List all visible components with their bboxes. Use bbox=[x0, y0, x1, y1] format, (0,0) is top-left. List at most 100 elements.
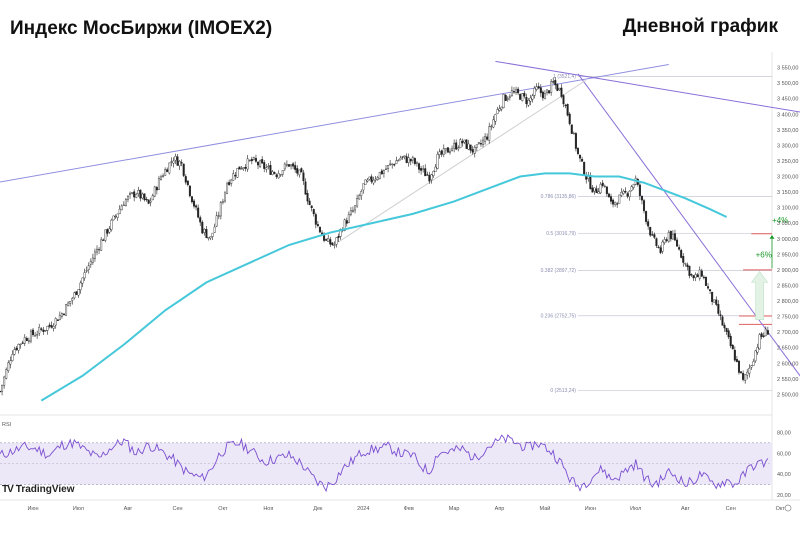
candle-body bbox=[285, 164, 288, 166]
candle-body bbox=[552, 81, 555, 83]
candle-body bbox=[211, 232, 214, 237]
candle-body bbox=[595, 188, 598, 193]
fib-levels: 1 (3521,4) 0.786 (3135,86) 0.5 (3016,79) 0.… bbox=[541, 74, 772, 394]
candle-body bbox=[515, 89, 518, 93]
candle-body bbox=[461, 140, 464, 144]
candle-body bbox=[56, 319, 59, 321]
trend-line bbox=[495, 60, 800, 113]
candle-body bbox=[385, 168, 388, 170]
rsi-tick-label: 40,00 bbox=[777, 472, 791, 478]
candle-body bbox=[77, 289, 80, 296]
candle-body bbox=[762, 335, 765, 337]
candle-body bbox=[269, 165, 272, 175]
candle-body bbox=[645, 211, 648, 222]
price-axis[interactable]: 3 550,00 3 500,00 3 450,00 3 400,00 3 350,00… bbox=[777, 66, 798, 399]
fib-label: 0 (2513,24) bbox=[550, 388, 576, 394]
time-axis[interactable]: Июн Июл Авг Сен Окт Ноя Дек 2024 Фев Мар Апр Май Июн… bbox=[27, 504, 792, 512]
candle-body bbox=[209, 236, 212, 239]
candle-body bbox=[494, 114, 497, 122]
candle-body bbox=[252, 157, 255, 160]
candle-body bbox=[246, 158, 249, 170]
candle-body bbox=[572, 132, 575, 135]
candle-body bbox=[702, 276, 705, 279]
candle-body bbox=[663, 239, 666, 243]
candle-body bbox=[174, 155, 177, 161]
candle-body bbox=[719, 314, 722, 317]
candle-body bbox=[190, 196, 193, 203]
candle-body bbox=[193, 200, 196, 207]
candle-body bbox=[145, 198, 148, 201]
candle-body bbox=[397, 159, 400, 162]
candle-body bbox=[752, 361, 755, 366]
candle-body bbox=[382, 170, 385, 174]
candle-body bbox=[170, 161, 173, 163]
candle-body bbox=[566, 104, 569, 116]
candle-body bbox=[626, 193, 629, 197]
candle-body bbox=[275, 174, 278, 177]
candle-body bbox=[659, 247, 662, 253]
candle-body bbox=[46, 325, 49, 331]
candle-body bbox=[643, 200, 646, 212]
candle-body bbox=[267, 165, 270, 168]
candle-body bbox=[647, 221, 650, 227]
candle-body bbox=[13, 349, 16, 355]
candle-body bbox=[42, 329, 45, 332]
candle-body bbox=[457, 147, 460, 150]
candle-body bbox=[36, 334, 39, 336]
candle-body bbox=[11, 354, 14, 361]
candle-body bbox=[455, 142, 458, 150]
candle-body bbox=[153, 186, 156, 197]
candle-body bbox=[581, 159, 584, 162]
candle-body bbox=[389, 163, 392, 165]
candle-body bbox=[149, 200, 152, 203]
candle-body bbox=[564, 104, 567, 107]
candle-body bbox=[711, 291, 714, 302]
candle-body bbox=[176, 156, 179, 166]
candle-body bbox=[325, 239, 328, 241]
candle-body bbox=[467, 143, 470, 150]
candle-body bbox=[139, 189, 142, 199]
candle-body bbox=[574, 133, 577, 149]
candle-body bbox=[85, 270, 88, 272]
rsi-tick-label: 80,00 bbox=[777, 430, 791, 436]
candle-body bbox=[651, 234, 654, 236]
candle-body bbox=[118, 208, 121, 214]
candle-body bbox=[583, 161, 586, 176]
time-tick-label: Июн bbox=[585, 506, 596, 512]
candle-body bbox=[756, 347, 759, 353]
candle-body bbox=[34, 335, 37, 337]
candle-body bbox=[143, 193, 146, 201]
fib-label: 1 (3521,4) bbox=[553, 74, 576, 80]
up-arrow-head bbox=[769, 235, 775, 239]
price-tick-label: 3 550,00 bbox=[777, 66, 798, 72]
fib-label: 0.382 (2897,72) bbox=[541, 268, 577, 274]
candle-body bbox=[744, 374, 747, 381]
candle-body bbox=[415, 161, 418, 164]
candle-body bbox=[223, 191, 226, 202]
candle-body bbox=[413, 158, 416, 164]
candle-body bbox=[531, 95, 534, 100]
candle-body bbox=[690, 274, 693, 276]
candle-body bbox=[23, 337, 26, 344]
candle-body bbox=[17, 343, 20, 351]
candle-body bbox=[116, 213, 119, 218]
candle-body bbox=[32, 329, 35, 336]
candle-body bbox=[603, 185, 606, 188]
candle-body bbox=[221, 201, 224, 203]
candle-body bbox=[48, 324, 51, 327]
candle-body bbox=[358, 195, 361, 200]
candle-body bbox=[62, 313, 65, 316]
candle-body bbox=[368, 176, 371, 180]
candle-body bbox=[655, 238, 658, 246]
candle-body bbox=[676, 239, 679, 247]
time-tick-label: Дек bbox=[313, 506, 323, 512]
candle-body bbox=[265, 167, 268, 170]
candle-body bbox=[147, 199, 150, 204]
candle-body bbox=[537, 86, 540, 89]
candle-body bbox=[593, 187, 596, 192]
candle-body bbox=[347, 214, 350, 223]
candle-body bbox=[694, 274, 697, 278]
candle-body bbox=[380, 170, 383, 175]
candle-body bbox=[758, 334, 761, 350]
